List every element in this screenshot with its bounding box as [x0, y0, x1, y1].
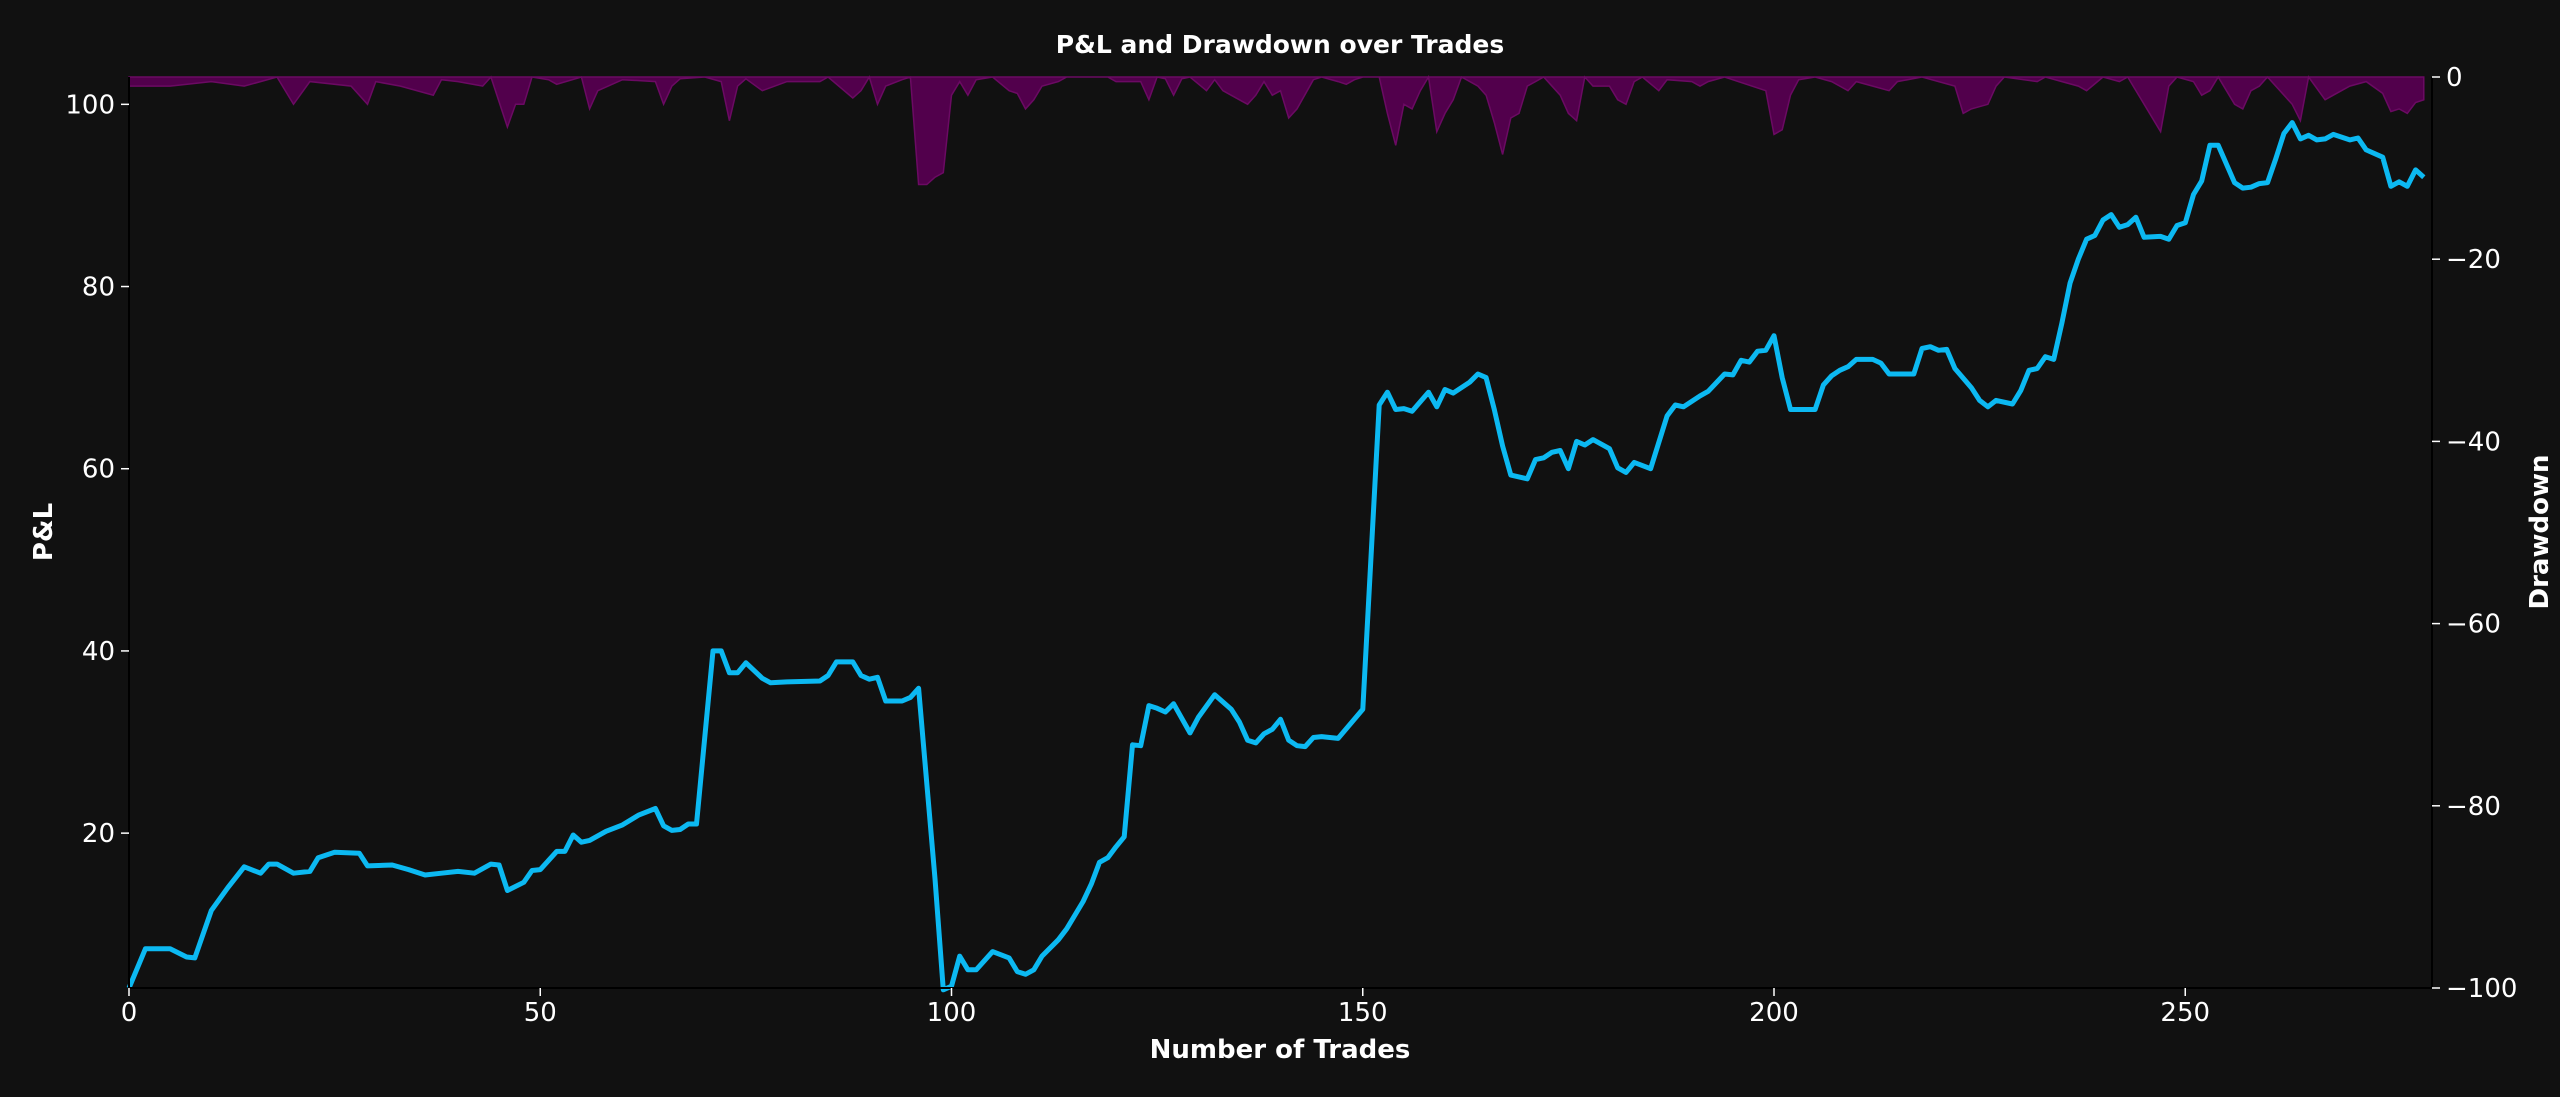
y2-tick-label: −40: [2446, 427, 2501, 457]
y-axis-label: P&L: [29, 503, 59, 561]
x-tick-label: 0: [121, 998, 138, 1028]
x-axis-label: Number of Trades: [1150, 1035, 1411, 1065]
pnl-line: [126, 120, 2426, 993]
axes: 0 50 100 150 200 250 20 40 60 80 100 0 −20 −40 −60 −80 −…: [65, 63, 2517, 1028]
y2-tick-label: −80: [2446, 792, 2501, 822]
y-tick-label: 100: [65, 90, 115, 120]
drawdown-area: [128, 74, 2425, 186]
x-tick-label: 100: [927, 998, 977, 1028]
y-tick-label: 60: [82, 455, 115, 485]
chart-title: P&L and Drawdown over Trades: [1056, 30, 1504, 59]
x-tick-label: 150: [1338, 998, 1388, 1028]
y2-tick-label: −60: [2446, 610, 2501, 640]
y-tick-label: 20: [82, 819, 115, 849]
plot-area: [126, 74, 2426, 993]
y2-tick-label: −100: [2446, 974, 2517, 1004]
y2-axis-label: Drawdown: [2525, 455, 2555, 610]
x-tick-label: 50: [524, 998, 557, 1028]
y2-tick-label: −20: [2446, 245, 2501, 275]
y-tick-label: 40: [82, 637, 115, 667]
y2-tick-label: 0: [2446, 63, 2463, 93]
y-tick-label: 80: [82, 273, 115, 303]
x-tick-label: 200: [1749, 998, 1799, 1028]
x-tick-label: 250: [2160, 998, 2210, 1028]
